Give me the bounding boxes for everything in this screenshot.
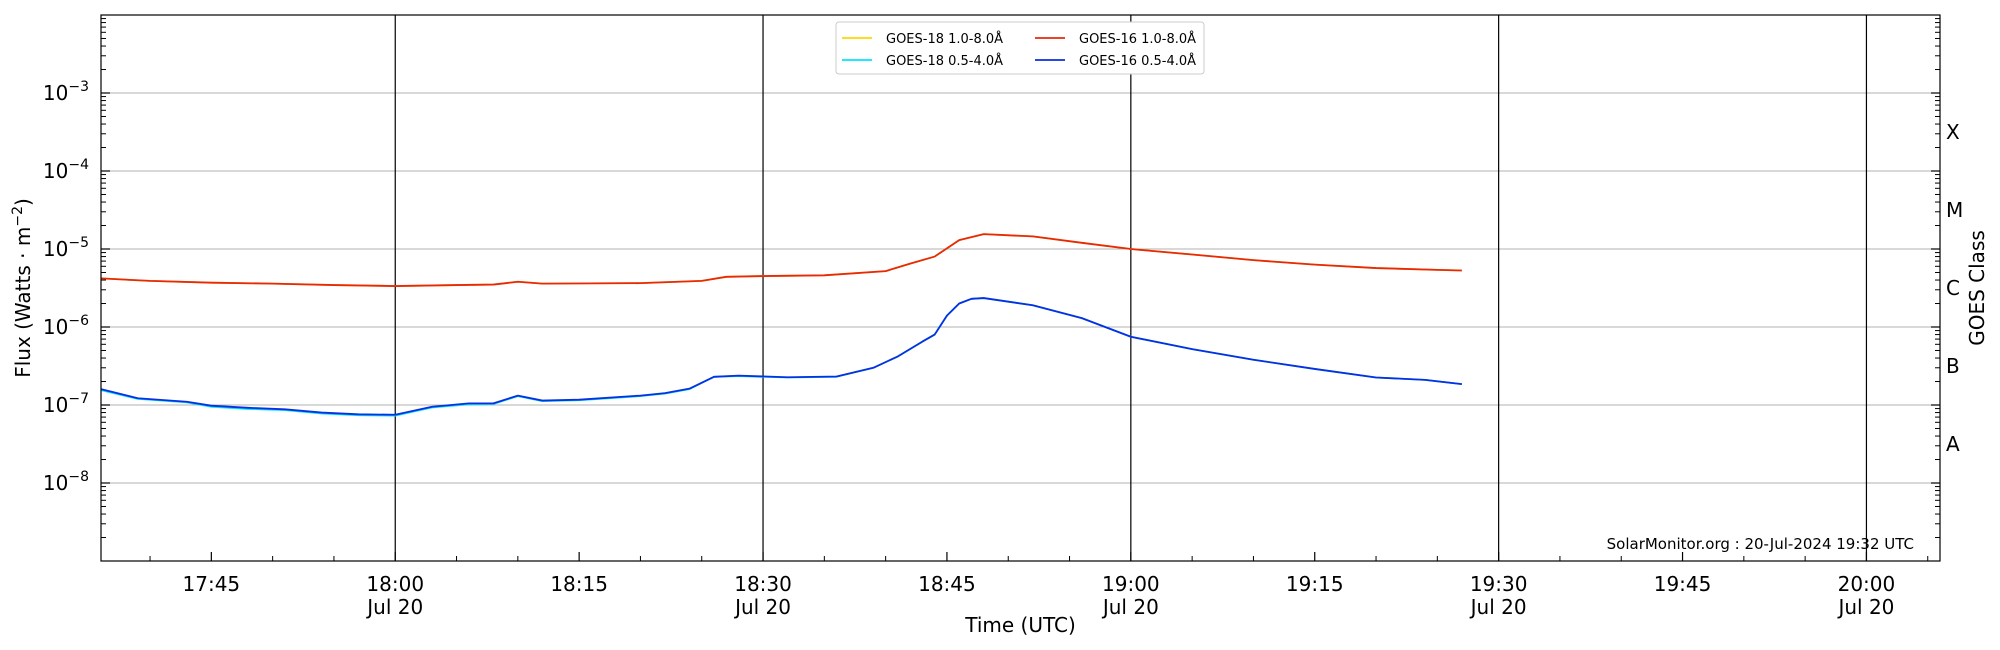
series-line (100, 297, 1462, 416)
y-tick-exponent: −7 (68, 391, 89, 407)
x-tick-label: 17:45 (183, 572, 241, 596)
y-tick-exponent: −5 (68, 235, 89, 251)
legend-label: GOES-16 1.0-8.0Å (1079, 31, 1196, 47)
y-tick-label: 10−5 (43, 235, 89, 261)
y-tick-exponent: −4 (68, 157, 89, 173)
legend-label: GOES-18 0.5-4.0Å (886, 53, 1003, 69)
y-tick-base: 10 (43, 237, 68, 261)
series-layer (100, 233, 1462, 417)
y-tick-base: 10 (43, 393, 68, 417)
y-tick-base: 10 (43, 471, 68, 495)
y-tick-label: 10−3 (43, 79, 89, 105)
y-axis-title: Flux (Watts · m−2) (10, 198, 35, 378)
x-tick-label: 18:00 (366, 572, 424, 596)
goes-class-label: C (1946, 276, 1960, 300)
series-line (100, 233, 1462, 287)
x-tick-label: 19:45 (1654, 572, 1712, 596)
grid-layer (101, 92, 1940, 484)
goes-class-label: A (1946, 432, 1960, 456)
x-tick-label: 18:15 (550, 572, 608, 596)
x-tick-date-label: Jul 20 (365, 595, 423, 619)
x-tick-label: 19:15 (1286, 572, 1344, 596)
x-tick-date-label: Jul 20 (733, 595, 791, 619)
y-tick-label: 10−6 (43, 313, 89, 339)
x-tick-date-label: Jul 20 (1101, 595, 1159, 619)
x-tick-date-label: Jul 20 (1469, 595, 1527, 619)
legend-label: GOES-16 0.5-4.0Å (1079, 53, 1196, 69)
credit-text: SolarMonitor.org : 20-Jul-2024 19:32 UTC (1607, 535, 1914, 553)
y-tick-exponent: −8 (68, 469, 89, 485)
y-tick-base: 10 (43, 159, 68, 183)
x-tick-label: 19:30 (1470, 572, 1528, 596)
x-axis-title: Time (UTC) (964, 613, 1076, 637)
x-tick-date-label: Jul 20 (1836, 595, 1894, 619)
x-tick-label: 18:45 (918, 572, 976, 596)
vertical-line-layer (394, 15, 1868, 561)
y-tick-base: 10 (43, 81, 68, 105)
y-axis-title-main: Flux (Watts · m (11, 227, 35, 378)
y-axis-title-close: ) (11, 198, 35, 206)
y-tick-exponent: −3 (68, 79, 89, 95)
goes-class-axis-title: GOES Class (1965, 230, 1989, 346)
legend: GOES-18 1.0-8.0Å GOES-18 0.5-4.0Å GOES-16 … (835, 21, 1205, 75)
legend-label: GOES-18 1.0-8.0Å (886, 31, 1003, 47)
goes-class-label: B (1946, 354, 1960, 378)
y-axis-title-exponent: −2 (10, 206, 26, 227)
goes-class-label: X (1946, 120, 1960, 144)
goes-class-label: M (1946, 198, 1963, 222)
x-tick-label: 20:00 (1838, 572, 1896, 596)
y-tick-exponent: −6 (68, 313, 89, 329)
legend-box (835, 21, 1205, 75)
y-tick-label: 10−4 (43, 157, 89, 183)
y-tick-label: 10−8 (43, 469, 89, 495)
tick-layer (101, 18, 1940, 561)
y-tick-label: 10−7 (43, 391, 89, 417)
x-tick-label: 19:00 (1102, 572, 1160, 596)
x-tick-label: 18:30 (734, 572, 792, 596)
y-tick-base: 10 (43, 315, 68, 339)
plot-frame (100, 14, 1941, 562)
